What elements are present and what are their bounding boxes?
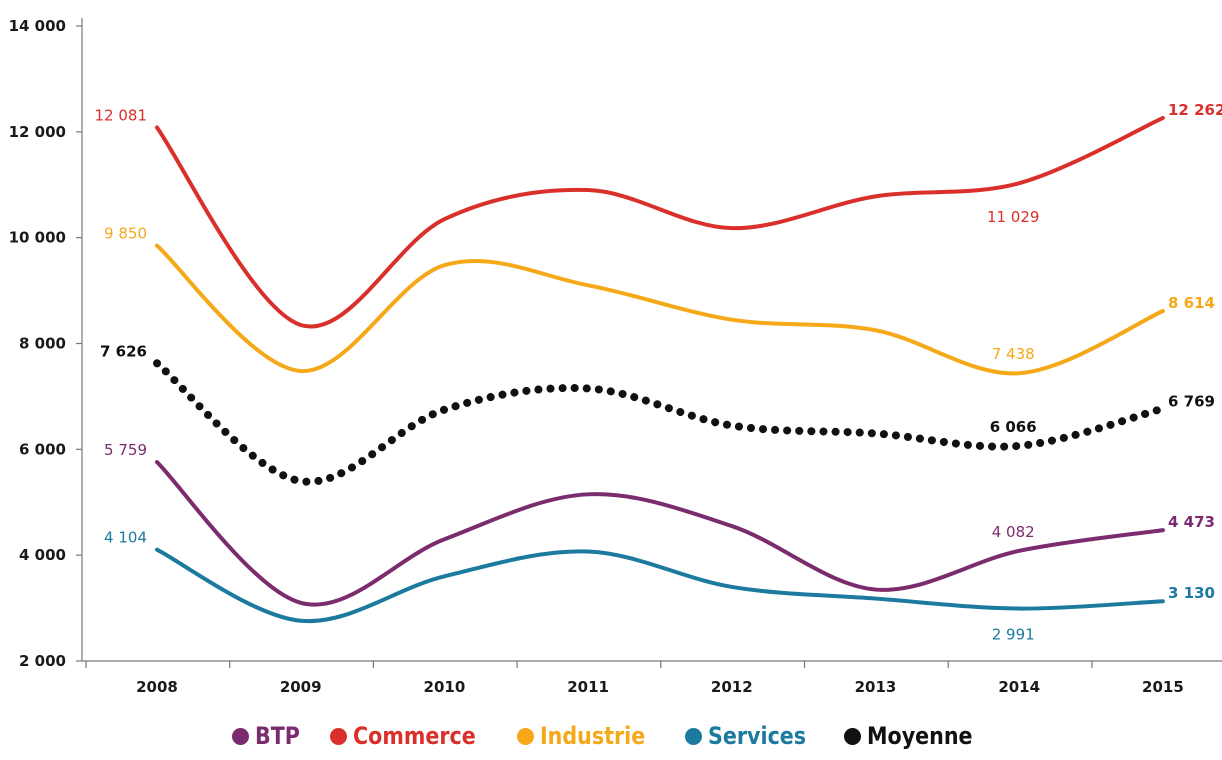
y-tick-label: 8 000 <box>19 335 66 353</box>
legend-label-industrie: Industrie <box>540 722 646 750</box>
x-tick-label: 2013 <box>855 678 897 696</box>
y-tick-label: 10 000 <box>9 229 66 247</box>
legend-label-btp: BTP <box>255 722 301 750</box>
x-tick-label: 2012 <box>711 678 753 696</box>
y-tick-label: 6 000 <box>19 440 66 458</box>
legend: BTP Commerce Industrie Services Moyenne <box>0 722 1222 750</box>
data-label-services: 4 104 <box>104 529 147 547</box>
series-layer <box>153 115 1167 624</box>
y-tick-label: 2 000 <box>19 652 66 670</box>
line-chart: 2 000 4 000 6 000 8 000 10 000 12 000 14 000 20… <box>9 17 1222 696</box>
data-label-services: 2 991 <box>992 626 1035 644</box>
legend-marker-commerce <box>329 727 347 745</box>
y-tick-label: 14 000 <box>9 17 66 35</box>
data-label-commerce: 12 262 <box>1168 101 1222 119</box>
legend-item-moyenne: Moyenne <box>843 722 990 750</box>
data-label-commerce: 12 081 <box>95 107 148 125</box>
x-tick-label: 2008 <box>136 678 178 696</box>
x-tick-label: 2009 <box>280 678 322 696</box>
legend-label-commerce: Commerce <box>352 722 476 750</box>
data-label-btp: 4 473 <box>1168 513 1215 531</box>
data-label-btp: 4 082 <box>992 523 1035 541</box>
legend-marker-moyenne <box>843 727 861 745</box>
legend-marker-services <box>684 727 702 745</box>
data-label-btp: 5 759 <box>104 441 147 459</box>
data-label-moyenne: 6 769 <box>1168 393 1215 411</box>
legend-item-industrie: Industrie <box>517 722 662 750</box>
legend-item-services: Services <box>684 722 822 750</box>
data-label-industrie: 8 614 <box>1168 294 1215 312</box>
y-tick-label: 12 000 <box>9 123 66 141</box>
data-label-services: 3 130 <box>1168 584 1215 602</box>
x-tick-label: 2011 <box>567 678 609 696</box>
legend-marker-btp <box>232 727 250 745</box>
legend-label-services: Services <box>707 722 806 750</box>
data-label-moyenne: 6 066 <box>990 418 1037 436</box>
legend-item-commerce: Commerce <box>329 722 496 750</box>
series-line-moyenne <box>153 359 1167 486</box>
data-labels: 5 759 4 082 4 473 12 081 11 029 12 262 9 850 7 … <box>95 101 1222 644</box>
series-line-services <box>155 547 1165 624</box>
data-label-moyenne: 7 626 <box>100 342 147 360</box>
x-tick-label: 2015 <box>1142 678 1184 696</box>
data-label-commerce: 11 029 <box>987 208 1040 226</box>
series-line-industrie <box>155 243 1165 376</box>
x-tick-label: 2010 <box>424 678 466 696</box>
series-line-btp <box>155 460 1165 607</box>
legend-marker-industrie <box>517 727 535 745</box>
legend-label-moyenne: Moyenne <box>866 722 973 750</box>
legend-item-btp: BTP <box>232 722 307 750</box>
y-tick-label: 4 000 <box>19 546 66 564</box>
data-label-industrie: 7 438 <box>992 345 1035 363</box>
x-tick-label: 2014 <box>998 678 1040 696</box>
data-label-industrie: 9 850 <box>104 225 147 243</box>
axes: 2 000 4 000 6 000 8 000 10 000 12 000 14 000 20… <box>9 17 1222 696</box>
series-line-commerce <box>155 115 1165 329</box>
